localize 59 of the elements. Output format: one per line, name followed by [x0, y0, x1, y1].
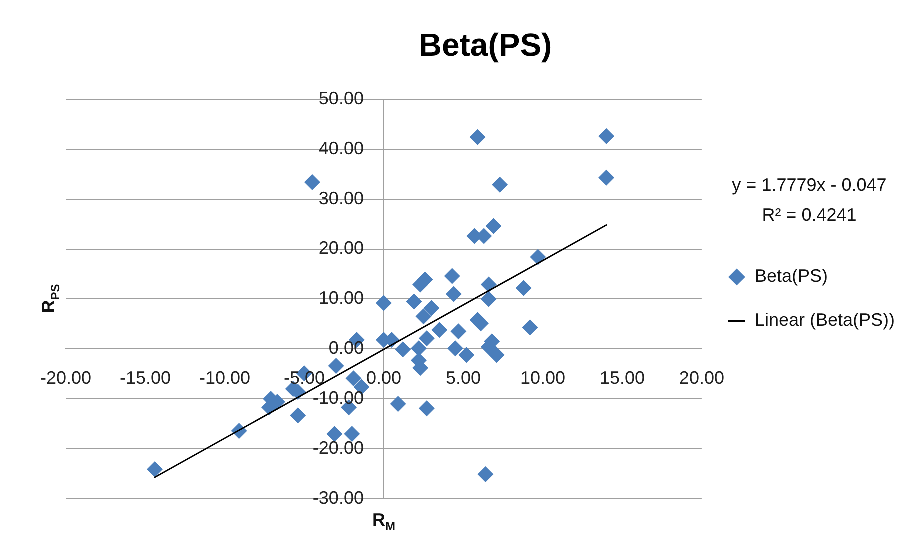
y-tick-label: 40.00: [318, 138, 364, 158]
point: [522, 320, 538, 336]
point: [346, 370, 362, 387]
x-tick-label: 5.00: [446, 368, 481, 388]
point: [480, 276, 497, 293]
point: [472, 316, 489, 332]
point: [530, 249, 546, 266]
point: [328, 358, 344, 374]
point: [450, 324, 467, 340]
y-tick-label: 30.00: [318, 188, 364, 208]
point: [444, 268, 460, 284]
point: [418, 400, 435, 417]
point: [448, 340, 464, 357]
legend-label: Linear (Beta(PS)): [754, 310, 896, 330]
point: [395, 342, 412, 358]
y-tick-label: 0.00: [328, 338, 364, 358]
x-tick-label: 0.00: [366, 368, 402, 388]
point: [516, 280, 532, 296]
point: [598, 128, 615, 144]
point: [290, 408, 306, 424]
point: [344, 426, 360, 442]
y-tick-label: -20.00: [312, 438, 364, 458]
x-tick-label: 20.00: [679, 368, 724, 388]
x-tick-label: -15.00: [120, 368, 172, 388]
x-tick-label: 10.00: [520, 368, 566, 388]
point: [488, 347, 505, 364]
point: [416, 308, 432, 325]
point: [432, 322, 448, 338]
point: [424, 300, 440, 316]
point: [326, 426, 343, 442]
chart-title: Beta(PS): [418, 27, 552, 64]
point: [486, 218, 502, 234]
point: [390, 396, 406, 412]
x-tick-label: -10.00: [199, 368, 251, 388]
y-tick-label: 50.00: [318, 88, 364, 108]
y-tick-label: 20.00: [318, 238, 364, 258]
point: [478, 466, 494, 483]
point: [446, 286, 462, 302]
point: [480, 291, 497, 308]
point: [147, 462, 164, 478]
x-axis-title: R$_{M}$: [372, 510, 396, 534]
text: y = 1.7779x - 0.047: [732, 175, 887, 196]
y-tick-label: -10.00: [312, 388, 364, 408]
x-tick-label: 15.00: [600, 368, 645, 388]
point: [406, 294, 422, 310]
legend-label: Beta(PS): [754, 266, 828, 286]
x-tick-label: -20.00: [40, 368, 92, 388]
y-tick-label: 10.00: [318, 288, 364, 308]
point: [458, 347, 475, 364]
point: [304, 174, 320, 190]
text: R² = 0.4241: [762, 205, 857, 226]
point: [470, 129, 486, 146]
point: [376, 295, 392, 312]
point: [417, 272, 434, 288]
point: [418, 330, 435, 347]
point: [492, 176, 508, 193]
point: [598, 170, 615, 186]
point: [410, 340, 427, 357]
y-tick-label: -30.00: [312, 488, 364, 508]
